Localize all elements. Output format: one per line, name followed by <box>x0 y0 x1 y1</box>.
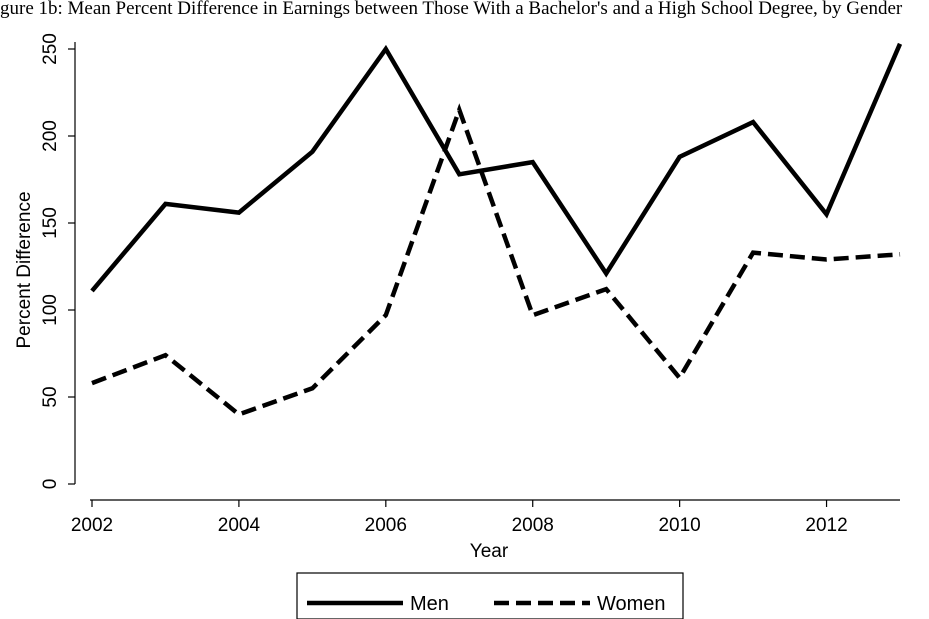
x-tick-label-2002: 2002 <box>71 515 113 536</box>
y-tick-label-100: 100 <box>40 294 61 326</box>
legend-box <box>296 572 684 619</box>
x-axis-label: Year <box>470 541 509 562</box>
x-tick-label-2006: 2006 <box>365 515 407 536</box>
x-tick-label-2010: 2010 <box>658 515 700 536</box>
x-tick-label-2008: 2008 <box>512 515 554 536</box>
y-tick-label-150: 150 <box>40 207 61 239</box>
y-tick-label-50: 50 <box>40 386 61 407</box>
x-tick-label-2012: 2012 <box>805 515 847 536</box>
legend: Men Women <box>296 572 684 619</box>
x-tick-label-2004: 2004 <box>218 515 261 536</box>
axes <box>74 42 900 501</box>
y-tick-label-200: 200 <box>40 120 61 152</box>
legend-label-women: Women <box>597 593 666 615</box>
y-tick-label-0: 0 <box>40 479 61 490</box>
y-axis-label: Percent Difference <box>14 191 35 348</box>
figure-caption: gure 1b: Mean Percent Difference in Earn… <box>0 0 903 19</box>
x-ticks: 2002 2004 2006 2008 2010 2012 <box>71 500 848 536</box>
series-line-men <box>90 42 903 293</box>
y-tick-label-250: 250 <box>40 33 61 65</box>
series-line-women <box>91 103 901 417</box>
series-layer <box>90 42 903 417</box>
y-ticks: 0 50 100 150 200 250 <box>40 33 75 489</box>
legend-label-men: Men <box>410 593 449 615</box>
